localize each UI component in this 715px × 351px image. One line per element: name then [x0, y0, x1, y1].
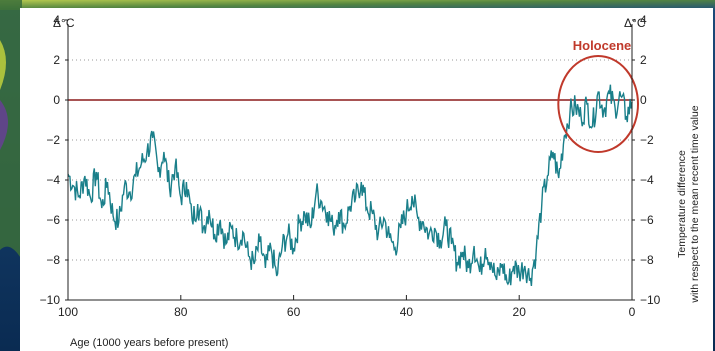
y-tick-label-right: 0 [640, 93, 647, 107]
y-tick-label-right: −4 [640, 173, 654, 187]
y-axis-label-line-2: with respect to the mean recent time val… [689, 105, 701, 303]
y-tick-label-right: −8 [640, 253, 654, 267]
y-tick-label-right: −6 [640, 213, 654, 227]
y-tick-label-right: −10 [640, 293, 661, 307]
y-tick-label-left: −2 [46, 133, 60, 147]
x-axis-label: Age (1000 years before present) [70, 337, 228, 349]
x-tick-label: 20 [513, 305, 527, 319]
y-axis-label-line-1: Temperature difference [676, 150, 688, 258]
y-tick-label-left: 0 [53, 93, 60, 107]
x-tick-label: 60 [287, 305, 301, 319]
y-tick-label-left: −6 [46, 213, 60, 227]
x-tick-label: 80 [174, 305, 188, 319]
x-tick-label: 100 [58, 305, 78, 319]
x-tick-label: 0 [629, 305, 636, 319]
left-unit-label: Δ°C [53, 16, 75, 30]
y-tick-label-right: 2 [640, 53, 647, 67]
y-tick-label-left: 4 [53, 13, 60, 27]
x-tick-label: 40 [400, 305, 414, 319]
y-tick-label-right: −2 [640, 133, 654, 147]
holocene-highlight-circle [557, 55, 639, 153]
y-tick-label-left: −10 [40, 293, 61, 307]
series-line [67, 84, 633, 286]
right-unit-label: Δ°C [624, 16, 646, 30]
y-tick-label-left: −4 [46, 173, 60, 187]
axes [65, 19, 635, 301]
y-tick-label-left: −8 [46, 253, 60, 267]
gridlines [68, 59, 632, 261]
chart-panel: 4 4 2 2 0 0 −2 −2 −4 −4 −6 −6 −8 −8 −10 −10 100 80 60 40 20 0… [20, 8, 713, 351]
holocene-annotation: Holocene [573, 38, 632, 53]
y-tick-label-right: 4 [640, 13, 647, 27]
y-tick-label-left: 2 [53, 53, 60, 67]
